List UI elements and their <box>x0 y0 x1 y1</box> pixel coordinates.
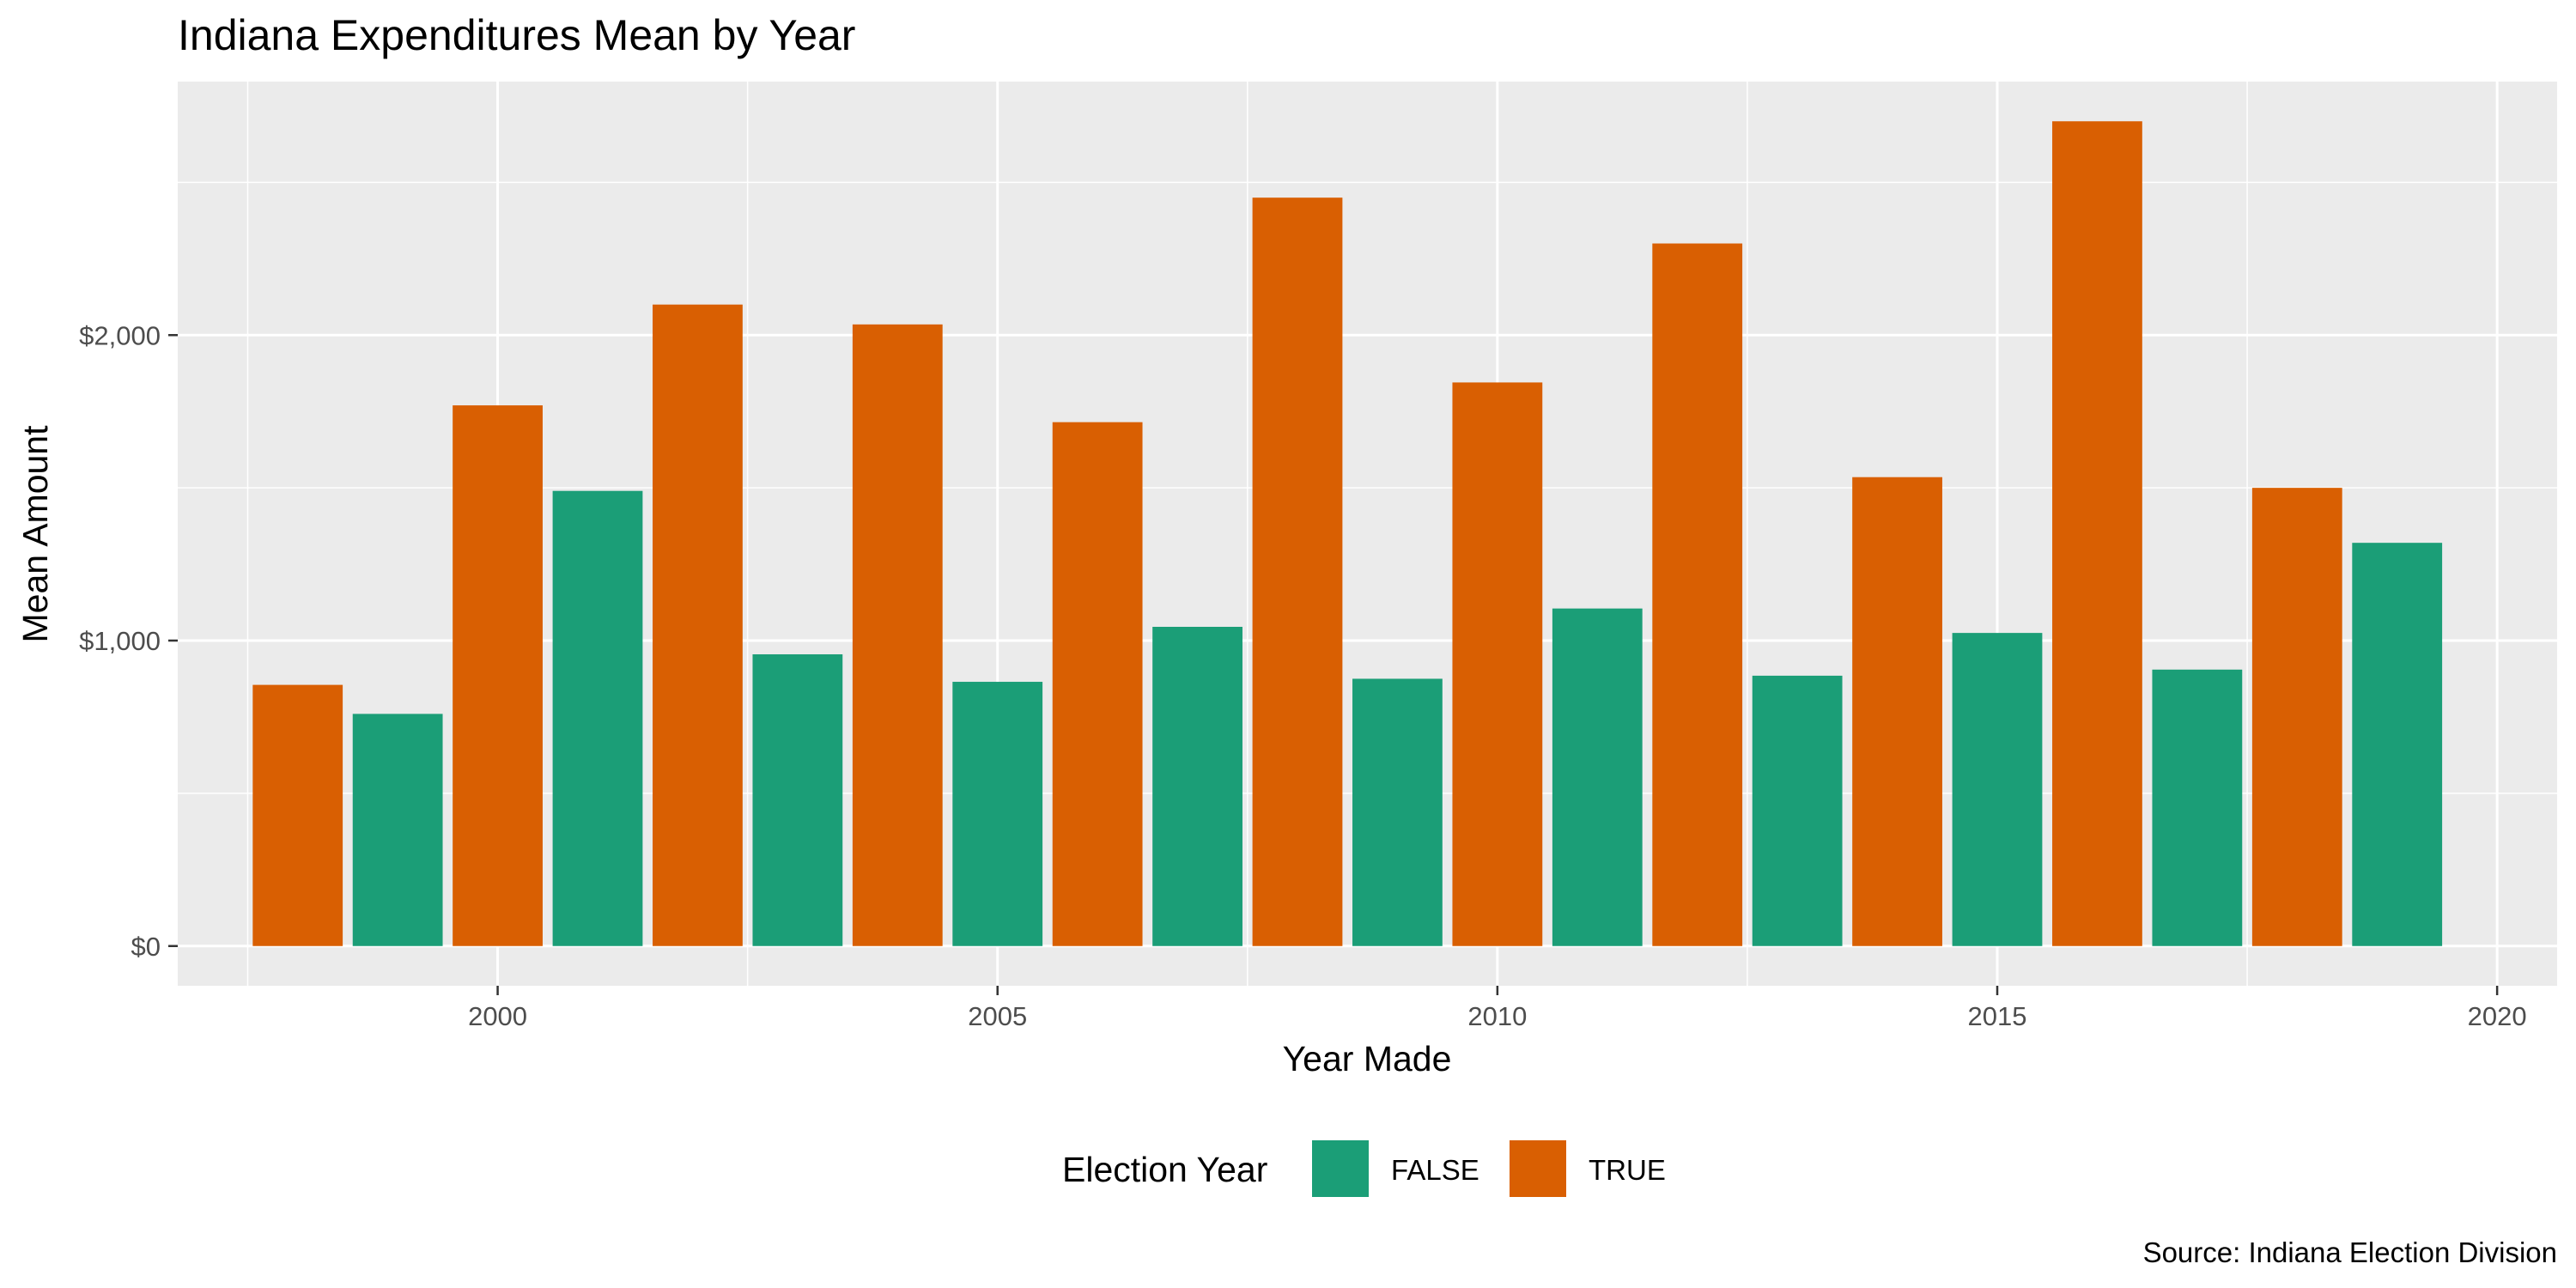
chart-title: Indiana Expenditures Mean by Year <box>178 11 855 59</box>
bar-2008 <box>1252 197 1343 946</box>
bar-2003 <box>752 654 843 946</box>
chart-caption: Source: Indiana Election Division <box>2143 1236 2557 1268</box>
plot-panel <box>178 82 2557 986</box>
bar-2015 <box>1952 633 2043 946</box>
bar-2014 <box>1852 477 1942 946</box>
x-tick-label: 2005 <box>968 1001 1027 1031</box>
x-tick-label: 2015 <box>1968 1001 2027 1031</box>
bar-2019 <box>2352 543 2443 946</box>
legend-key-false <box>1312 1140 1369 1197</box>
y-tick-label: $1,000 <box>79 626 161 656</box>
x-axis: 2000 2005 2010 2015 2020 <box>468 986 2527 1031</box>
bar-2009 <box>1352 678 1443 946</box>
x-tick-label: 2000 <box>468 1001 527 1031</box>
bar-2006 <box>1052 422 1143 946</box>
bar-1998 <box>252 684 343 946</box>
x-tick-label: 2010 <box>1467 1001 1527 1031</box>
bar-1999 <box>352 714 443 946</box>
bar-2001 <box>552 490 643 946</box>
bar-2007 <box>1152 627 1242 946</box>
x-axis-title: Year Made <box>1283 1039 1452 1078</box>
legend-label-true: TRUE <box>1589 1154 1666 1186</box>
x-tick-label: 2020 <box>2468 1001 2527 1031</box>
bar-2002 <box>653 304 743 946</box>
bar-2000 <box>453 405 543 946</box>
legend-title: Election Year <box>1062 1150 1267 1189</box>
bar-2010 <box>1452 382 1543 946</box>
bar-2016 <box>2052 121 2142 946</box>
bar-2004 <box>852 324 943 946</box>
legend-key-true <box>1510 1140 1566 1197</box>
y-tick-label: $2,000 <box>79 320 161 350</box>
bar-2018 <box>2251 488 2342 946</box>
bars <box>252 121 2443 946</box>
y-tick-label: $0 <box>131 932 161 962</box>
bar-2012 <box>1652 243 1743 946</box>
bar-2011 <box>1552 608 1643 946</box>
y-axis-title: Mean Amount <box>15 425 55 643</box>
legend: Election Year FALSE TRUE <box>1062 1140 1666 1197</box>
bar-2017 <box>2152 669 2243 946</box>
legend-label-false: FALSE <box>1391 1154 1479 1186</box>
y-axis: $0 $1,000 $2,000 <box>79 320 178 962</box>
bar-2013 <box>1752 675 1843 946</box>
bar-2005 <box>952 682 1043 946</box>
